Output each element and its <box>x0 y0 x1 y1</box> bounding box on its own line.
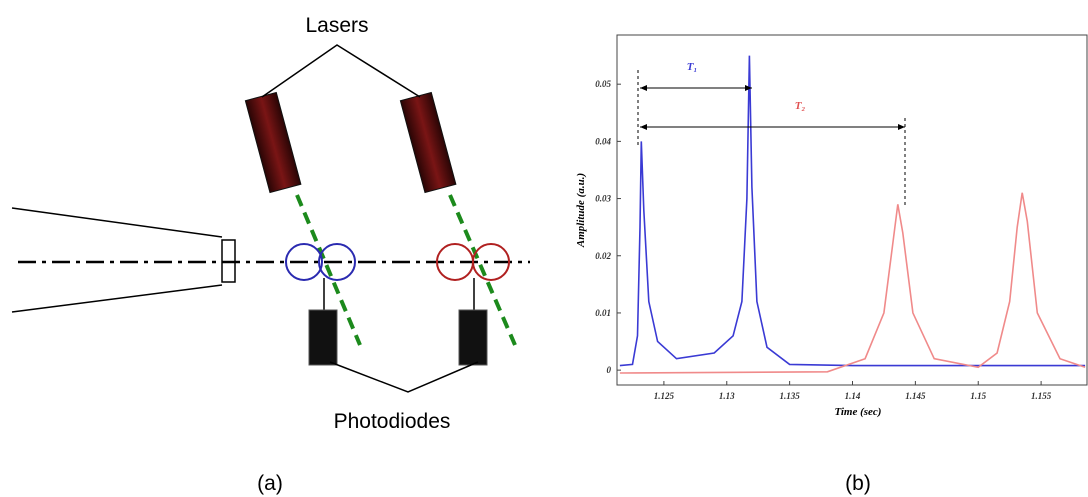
annotation: T₁ <box>687 61 698 73</box>
diagram: Lasers Photodiodes (a) (b) <box>11 14 871 495</box>
probe-volume <box>318 243 356 281</box>
x-tick-label: 1.145 <box>905 391 926 401</box>
plot-frame <box>616 34 1088 386</box>
beam <box>448 194 517 346</box>
x-tick-label: 1.15 <box>970 391 986 401</box>
beam <box>295 194 362 346</box>
x-tick-label: 1.125 <box>654 391 675 401</box>
annotation: T₂ <box>795 100 806 112</box>
label: Lasers <box>305 14 368 37</box>
series-line <box>619 55 1086 367</box>
leader <box>261 44 421 98</box>
label: Photodiodes <box>334 410 451 433</box>
laser <box>399 91 457 194</box>
x-tick-label: 1.155 <box>1031 391 1052 401</box>
x-tick-label: 1.14 <box>845 391 861 401</box>
y-tick-label: 0.04 <box>595 136 611 146</box>
x-axis-label: Time (sec) <box>835 406 882 418</box>
series-line <box>619 192 1086 374</box>
nozzle-edge <box>11 207 223 238</box>
y-axis-label: Amplitude (a.u.) <box>575 173 587 248</box>
laser <box>244 91 302 194</box>
y-tick-label: 0.02 <box>595 251 611 261</box>
probe-volume <box>285 243 323 281</box>
y-tick-label: 0.03 <box>595 194 611 204</box>
y-tick-label: 0 <box>607 365 612 375</box>
y-tick-label: 0.05 <box>595 79 611 89</box>
x-tick-label: 1.13 <box>719 391 735 401</box>
x-tick-label: 1.135 <box>780 391 801 401</box>
caption: (a) <box>257 472 283 495</box>
photodiode <box>458 309 488 366</box>
leader <box>329 361 479 393</box>
y-tick-label: 0.01 <box>595 308 611 318</box>
photodiode <box>308 309 338 366</box>
caption: (b) <box>845 472 871 495</box>
nozzle-edge <box>11 284 223 313</box>
probe-volume <box>472 243 510 281</box>
